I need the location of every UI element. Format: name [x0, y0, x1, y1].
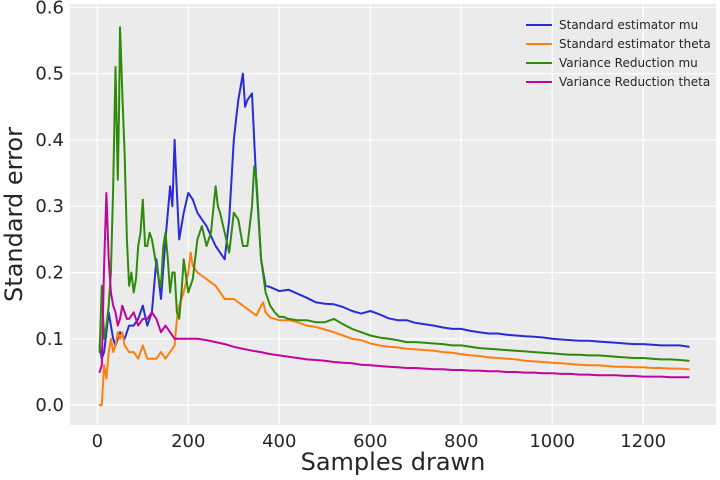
x-tick-label: 1200 [620, 431, 666, 452]
y-tick-label: 0.6 [35, 0, 64, 18]
legend: Standard estimator mu Standard estimator … [526, 18, 711, 89]
x-tick-label: 0 [92, 431, 103, 452]
x-tick-label: 200 [171, 431, 205, 452]
x-tick-label: 600 [353, 431, 387, 452]
y-tick-label: 0.2 [35, 263, 64, 284]
x-tick-label: 800 [444, 431, 478, 452]
legend-label: Standard estimator theta [559, 37, 711, 51]
legend-label: Variance Reduction theta [559, 75, 710, 89]
y-tick-label: 0.3 [35, 196, 64, 217]
y-tick-label: 0.5 [35, 64, 64, 85]
legend-label: Variance Reduction mu [559, 56, 698, 70]
x-axis-title: Samples drawn [301, 448, 486, 476]
y-tick-label: 0.4 [35, 130, 64, 151]
series-line-4 [98, 192, 690, 379]
y-tick-label: 0.1 [35, 329, 64, 350]
x-tick-label: 1000 [529, 431, 575, 452]
series-line-2 [98, 251, 690, 407]
series-lines [98, 26, 690, 407]
series-line-3 [98, 26, 690, 362]
y-axis-title: Standard error [0, 127, 28, 302]
x-axis-ticks: 0 200 400 600 800 1000 1200 [92, 431, 667, 452]
y-tick-label: 0.0 [35, 395, 64, 416]
legend-label: Standard estimator mu [559, 18, 698, 32]
y-axis-ticks: 0.0 0.1 0.2 0.3 0.4 0.5 0.6 [35, 0, 64, 416]
x-tick-label: 400 [262, 431, 296, 452]
